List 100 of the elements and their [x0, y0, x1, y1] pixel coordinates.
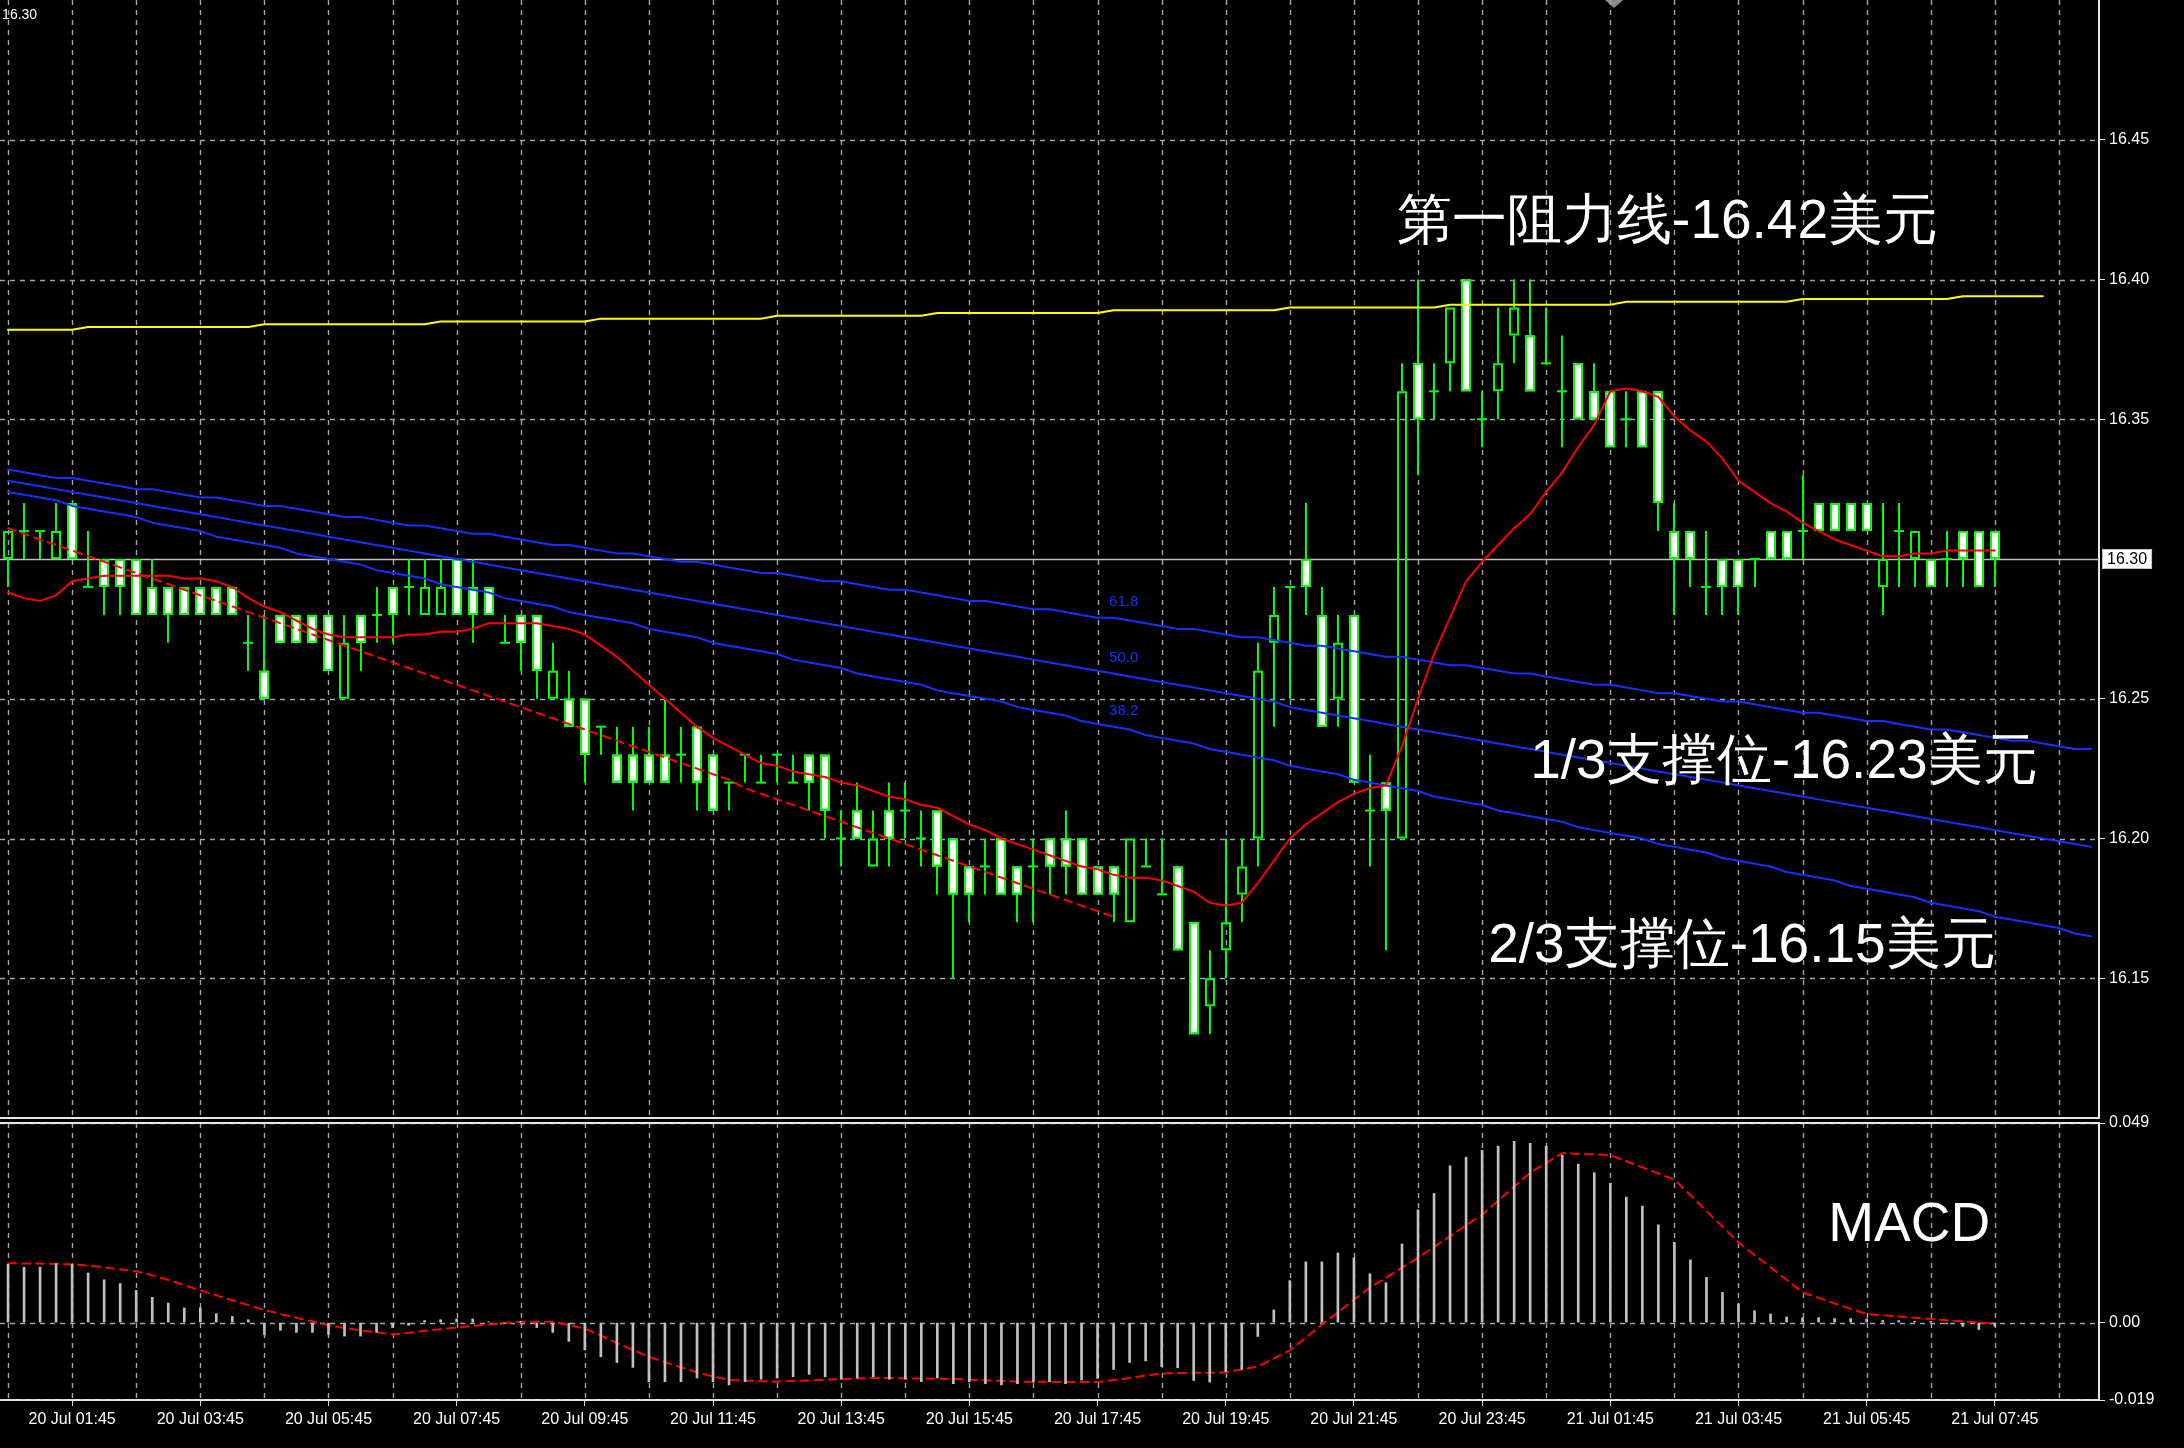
candlestick — [1637, 391, 1647, 448]
bar — [1240, 1322, 1244, 1370]
candlestick — [660, 698, 670, 783]
candlestick — [996, 838, 1006, 895]
y-tick-label: 16.15 — [2109, 968, 2150, 986]
bar — [1064, 1322, 1067, 1385]
x-tick-label: 20 Jul 23:45 — [1438, 1410, 1526, 1428]
bar — [1801, 1317, 1804, 1323]
x-tick-label: 20 Jul 03:45 — [156, 1410, 244, 1428]
candlestick — [227, 586, 237, 615]
candlestick — [964, 866, 974, 923]
candlestick — [1349, 614, 1359, 783]
bar — [455, 1318, 458, 1323]
bar — [247, 1319, 250, 1323]
ref-line-label: 16.30 — [2107, 549, 2148, 567]
y-tick-label: 16.35 — [2109, 409, 2150, 427]
candlestick — [1125, 838, 1135, 923]
bar — [1016, 1322, 1019, 1385]
candlestick — [1894, 503, 1904, 587]
bar — [1657, 1224, 1660, 1323]
candlestick — [179, 586, 189, 615]
candlestick — [1077, 838, 1087, 895]
candlestick — [612, 726, 622, 783]
bar — [1737, 1303, 1740, 1323]
bar — [1224, 1322, 1228, 1372]
bar — [1192, 1322, 1196, 1381]
candlestick — [1701, 531, 1711, 615]
bar — [359, 1322, 362, 1337]
x-tick-label: 20 Jul 21:45 — [1310, 1410, 1398, 1428]
candlestick — [708, 754, 718, 811]
bar — [471, 1318, 475, 1323]
bar — [1560, 1154, 1564, 1323]
y-tick-label: 16.40 — [2109, 269, 2150, 287]
bar — [1528, 1143, 1532, 1323]
candlestick — [436, 559, 446, 615]
candlestick — [339, 614, 349, 699]
bar — [1897, 1320, 1901, 1323]
candlestick — [1445, 307, 1455, 392]
bar — [871, 1322, 875, 1378]
candlestick — [820, 754, 830, 839]
bar — [1176, 1322, 1180, 1369]
bar — [903, 1322, 907, 1380]
candlestick — [388, 586, 398, 643]
bar — [952, 1322, 955, 1385]
bar — [1128, 1322, 1131, 1363]
candlestick — [131, 559, 141, 615]
candlestick — [596, 725, 606, 755]
candlestick — [243, 614, 253, 671]
candlestick — [420, 559, 430, 615]
candlestick — [1205, 950, 1215, 1035]
candlestick — [868, 810, 878, 867]
bar — [279, 1322, 282, 1331]
candlestick — [1365, 754, 1375, 867]
candlestick — [1926, 559, 1936, 587]
candlestick — [628, 726, 638, 811]
candlestick — [211, 586, 221, 615]
candlestick — [516, 614, 526, 671]
candlestick — [1157, 838, 1167, 896]
bar — [1705, 1277, 1708, 1323]
bar — [1208, 1322, 1212, 1383]
candlestick — [1814, 503, 1824, 532]
candlestick — [1750, 558, 1760, 587]
candlestick — [1589, 363, 1599, 420]
bar — [887, 1322, 891, 1380]
bar — [936, 1322, 939, 1379]
annotation: 第一阻力线-16.42美元 — [1397, 188, 1939, 251]
annotation: 38.2 — [1109, 701, 1139, 719]
bar — [535, 1322, 539, 1328]
x-tick-label: 21 Jul 01:45 — [1566, 1410, 1654, 1428]
candlestick — [291, 614, 301, 643]
candlestick — [1141, 838, 1151, 868]
bar — [1112, 1322, 1115, 1370]
candlestick — [1477, 391, 1487, 448]
candlestick — [1061, 810, 1071, 895]
x-tick-label: 20 Jul 13:45 — [797, 1410, 885, 1428]
candlestick — [1269, 586, 1279, 727]
candlestick — [1173, 866, 1183, 951]
candlestick — [147, 559, 157, 615]
candlestick — [1397, 363, 1407, 839]
candlestick — [1493, 307, 1503, 420]
bar — [263, 1322, 266, 1335]
x-tick-label: 21 Jul 05:45 — [1823, 1410, 1911, 1428]
annotation: 61.8 — [1109, 592, 1139, 610]
annotation: MACD — [1828, 1191, 1991, 1254]
x-tick-label: 20 Jul 17:45 — [1053, 1410, 1142, 1428]
bar — [1000, 1322, 1003, 1386]
bar — [166, 1302, 170, 1323]
bar — [1032, 1322, 1035, 1383]
candlestick — [1285, 585, 1295, 699]
bar — [1608, 1182, 1612, 1323]
candlestick — [948, 838, 958, 979]
x-tick-label: 21 Jul 03:45 — [1694, 1410, 1783, 1428]
candlestick — [852, 782, 862, 839]
candlestick — [1862, 503, 1872, 532]
candlestick — [356, 614, 366, 671]
candlestick — [1733, 559, 1743, 615]
candlestick — [1605, 391, 1615, 448]
candlestick — [195, 586, 205, 615]
candlestick — [452, 559, 462, 615]
candlestick — [1093, 866, 1103, 895]
